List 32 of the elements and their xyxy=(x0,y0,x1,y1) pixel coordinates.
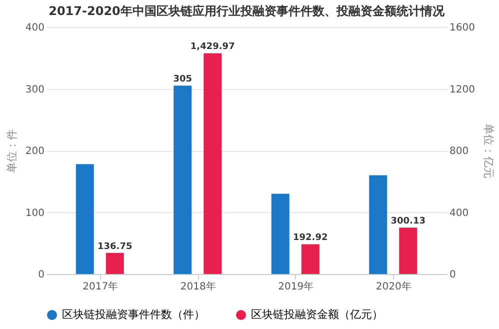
y2-tick-label: 1200 xyxy=(450,84,475,96)
data-label: 305 xyxy=(173,74,192,85)
y-tick-label: 0 xyxy=(38,270,44,280)
data-label: 192.92 xyxy=(293,233,328,244)
bar xyxy=(76,164,94,274)
y2-tick-label: 800 xyxy=(450,146,469,157)
legend-label: 区块链投融资事件件数（件） xyxy=(62,308,205,321)
bar xyxy=(271,194,290,274)
x-tick-label: 2019年 xyxy=(278,280,314,292)
bar xyxy=(174,86,192,274)
y2-axis-title: 单位：亿元 xyxy=(482,124,495,178)
y2-tick-label: 0 xyxy=(450,270,456,280)
y-tick-label: 200 xyxy=(25,146,44,157)
x-tick-label: 2018年 xyxy=(180,280,216,292)
y-tick-label: 100 xyxy=(25,208,44,219)
y-tick-label: 300 xyxy=(25,84,44,96)
legend-label: 区块链投融资金额（亿元） xyxy=(251,308,383,321)
bar xyxy=(369,175,388,274)
y2-tick-label: 1600 xyxy=(450,22,475,34)
chart-title: 2017-2020年中国区块链应用行业投融资事件件数、投融资金额统计情况 xyxy=(48,4,446,18)
bar xyxy=(204,53,222,274)
bar xyxy=(301,244,320,274)
x-tick-label: 2020年 xyxy=(376,280,412,292)
y-tick-label: 400 xyxy=(25,22,44,34)
data-label: 300.13 xyxy=(390,216,426,227)
x-tick-label: 2017年 xyxy=(82,280,118,292)
data-label: 136.75 xyxy=(98,242,132,252)
y-axis-title: 单位：件 xyxy=(5,129,18,173)
y2-tick-label: 400 xyxy=(450,208,469,219)
data-label: 1,429.97 xyxy=(190,42,235,52)
bar xyxy=(399,228,418,274)
bar xyxy=(106,252,124,274)
